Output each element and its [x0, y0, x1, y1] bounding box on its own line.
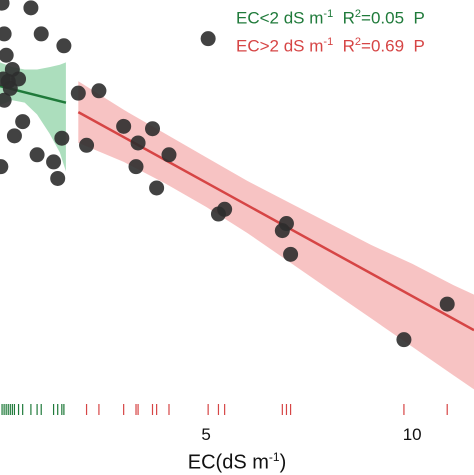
x-axis-title-close: ) [279, 451, 287, 474]
data-point [145, 121, 161, 137]
legend-low-ec-r2-value: =0.05 [361, 8, 405, 28]
data-point [0, 0, 10, 11]
data-point [56, 38, 72, 54]
legend-high-ec-r-exponent: 2 [354, 36, 362, 48]
data-point [200, 31, 216, 47]
data-point [79, 137, 95, 153]
legend-entry-low-ec: EC<2 dS m-1 R2=0.05 P [236, 9, 425, 27]
rug-marks [1, 404, 448, 415]
data-point [0, 159, 9, 175]
data-point [116, 118, 132, 134]
data-point [91, 83, 107, 99]
legend-high-ec-unit-exponent: -1 [323, 36, 334, 48]
data-point [149, 180, 165, 196]
data-point [396, 332, 412, 348]
data-point [54, 130, 70, 146]
data-point [217, 201, 233, 217]
data-point [439, 296, 455, 312]
data-point [46, 154, 62, 170]
x-axis-title-exponent: -1 [268, 450, 280, 464]
data-point [15, 114, 31, 130]
data-point [128, 159, 144, 175]
data-point [0, 92, 12, 108]
data-point [283, 246, 299, 262]
data-point [161, 147, 177, 163]
legend-high-ec-r-label: R [342, 36, 355, 56]
x-tick-label: 5 [201, 425, 210, 444]
data-point [0, 26, 12, 42]
x-axis-title-text: EC(dS m [187, 451, 269, 474]
legend-high-ec-label: EC>2 dS m [236, 36, 324, 56]
legend-low-ec-r-exponent: 2 [354, 8, 362, 20]
x-tick-label: 10 [403, 425, 422, 444]
data-point [70, 85, 86, 101]
data-point [278, 216, 294, 232]
data-point [50, 170, 66, 186]
legend-low-ec-r-label: R [342, 8, 355, 28]
legend-entry-high-ec: EC>2 dS m-1 R2=0.69 P [236, 37, 425, 55]
data-point [33, 26, 49, 42]
legend-low-ec-p-label: P [413, 8, 425, 28]
data-point [0, 47, 14, 63]
data-point [29, 147, 45, 163]
legend-low-ec-label: EC<2 dS m [236, 8, 324, 28]
confidence-band-1 [78, 81, 474, 390]
data-point [6, 128, 22, 144]
data-point [23, 0, 39, 16]
legend-low-ec-unit-exponent: -1 [323, 8, 334, 20]
legend-high-ec-r2-value: =0.69 [361, 36, 405, 56]
legend-high-ec-p-label: P [413, 36, 425, 56]
x-axis-ticks: 5 10 [201, 425, 421, 444]
data-point [130, 135, 146, 151]
data-points [0, 0, 455, 348]
fit-line-1 [77, 111, 474, 332]
x-axis-title: EC(dS m-1) [0, 450, 474, 475]
data-point [11, 71, 27, 87]
